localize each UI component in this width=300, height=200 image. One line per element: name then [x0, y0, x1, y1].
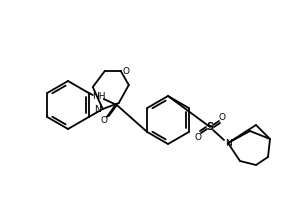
Text: NH: NH [92, 92, 106, 101]
Text: O: O [122, 66, 129, 75]
Text: O: O [194, 132, 202, 142]
Text: O: O [218, 112, 226, 121]
Text: S: S [206, 122, 214, 132]
Text: N: N [94, 104, 101, 114]
Text: O: O [100, 116, 107, 126]
Text: N: N [225, 138, 231, 148]
